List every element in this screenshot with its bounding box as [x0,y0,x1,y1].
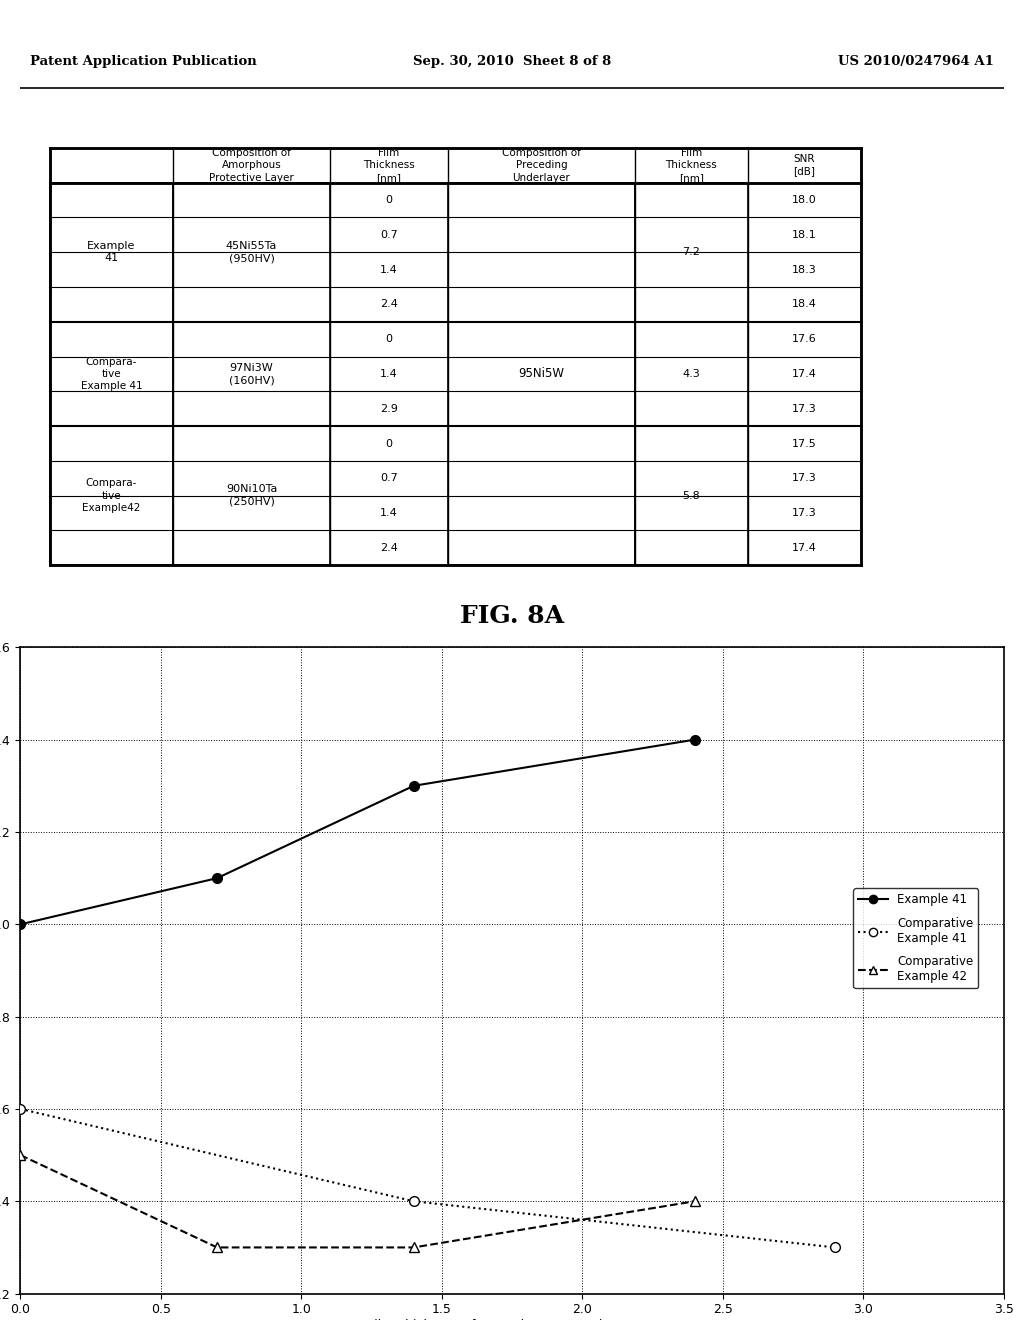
Text: 1.4: 1.4 [380,264,398,275]
Text: 17.4: 17.4 [792,370,817,379]
Text: 90Ni10Ta
(250HV): 90Ni10Ta (250HV) [226,484,278,507]
Bar [175,322,328,425]
Text: 18.4: 18.4 [792,300,817,309]
Text: Compara-
tive
Example 41: Compara- tive Example 41 [81,356,142,391]
Bar [52,322,171,425]
Text: Patent Application Publication: Patent Application Publication [31,54,257,67]
Text: 17.6: 17.6 [793,334,817,345]
Text: 1.4: 1.4 [380,370,398,379]
Text: 0: 0 [386,195,392,205]
Text: 17.5: 17.5 [793,438,817,449]
Text: Composition of
Preceding
Underlayer: Composition of Preceding Underlayer [502,148,581,182]
Bar [637,322,745,425]
Bar [52,183,171,321]
Text: 17.3: 17.3 [793,508,817,517]
Text: 45Ni55Ta
(950HV): 45Ni55Ta (950HV) [226,242,278,264]
Text: Film
Thickness
[nm]: Film Thickness [nm] [364,148,415,182]
Bar [52,428,171,564]
Text: 2.4: 2.4 [380,543,398,553]
Text: FIG. 8A: FIG. 8A [460,603,564,627]
Text: 2.4: 2.4 [380,300,398,309]
Text: Compara-
tive
Example42: Compara- tive Example42 [82,478,140,513]
Text: 17.4: 17.4 [792,543,817,553]
Bar [451,183,633,564]
Text: 4.3: 4.3 [683,370,700,379]
Text: 0.7: 0.7 [380,474,398,483]
Bar [175,183,328,321]
Text: 95Ni5W: 95Ni5W [518,367,564,380]
Text: 18.0: 18.0 [793,195,817,205]
Text: 17.3: 17.3 [793,474,817,483]
Text: 2.9: 2.9 [380,404,398,413]
Text: US 2010/0247964 A1: US 2010/0247964 A1 [838,54,993,67]
Text: Sep. 30, 2010  Sheet 8 of 8: Sep. 30, 2010 Sheet 8 of 8 [413,54,611,67]
Text: 0.7: 0.7 [380,230,398,240]
Text: Film
Thickness
[nm]: Film Thickness [nm] [666,148,717,182]
Text: 18.1: 18.1 [793,230,817,240]
Text: 7.2: 7.2 [682,247,700,257]
Bar [637,183,745,321]
Bar [637,428,745,564]
Bar [175,428,328,564]
Text: 97Ni3W
(160HV): 97Ni3W (160HV) [228,363,274,385]
Text: 17.3: 17.3 [793,404,817,413]
Text: 1.4: 1.4 [380,508,398,517]
Text: SNR
[dB]: SNR [dB] [794,154,815,177]
Text: 18.3: 18.3 [793,264,817,275]
Legend: Example 41, Comparative
Example 41, Comparative
Example 42: Example 41, Comparative Example 41, Comp… [853,888,978,987]
Text: Example
41: Example 41 [87,242,135,264]
Text: Composition of
Amorphous
Protective Layer: Composition of Amorphous Protective Laye… [209,148,294,182]
Text: 0: 0 [386,334,392,345]
Text: 5.8: 5.8 [683,491,700,500]
Text: 0: 0 [386,438,392,449]
